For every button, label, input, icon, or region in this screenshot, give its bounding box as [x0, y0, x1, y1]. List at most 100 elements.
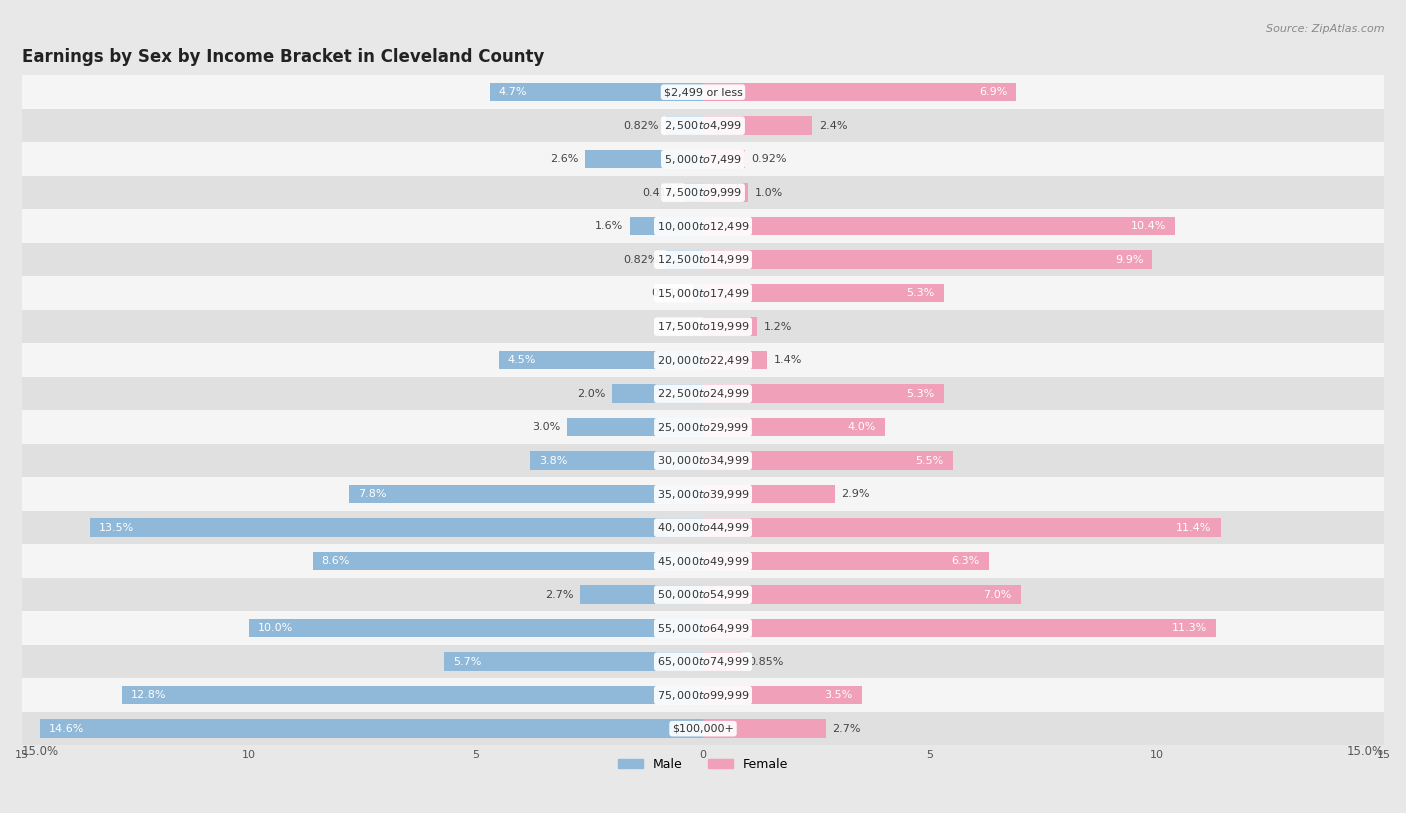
- Text: 0.82%: 0.82%: [623, 120, 659, 131]
- Text: 7.8%: 7.8%: [359, 489, 387, 499]
- Text: 5.3%: 5.3%: [907, 288, 935, 298]
- Text: 6.3%: 6.3%: [952, 556, 980, 566]
- Text: 2.7%: 2.7%: [546, 589, 574, 600]
- Text: $75,000 to $99,999: $75,000 to $99,999: [657, 689, 749, 702]
- Bar: [703, 519, 1220, 537]
- Bar: [630, 217, 703, 236]
- Text: 0.0%: 0.0%: [668, 322, 696, 332]
- Bar: [703, 385, 943, 403]
- Bar: [41, 720, 703, 738]
- Text: Earnings by Sex by Income Bracket in Cleveland County: Earnings by Sex by Income Bracket in Cle…: [22, 47, 544, 66]
- Bar: [122, 686, 703, 704]
- Text: 10.0%: 10.0%: [259, 624, 294, 633]
- Text: 4.0%: 4.0%: [848, 422, 876, 433]
- Text: 7.0%: 7.0%: [983, 589, 1012, 600]
- Bar: [703, 552, 988, 571]
- Text: $65,000 to $74,999: $65,000 to $74,999: [657, 655, 749, 668]
- Text: 4.5%: 4.5%: [508, 355, 536, 365]
- Bar: [22, 343, 1384, 377]
- Bar: [22, 477, 1384, 511]
- Bar: [703, 250, 1153, 269]
- Text: 8.6%: 8.6%: [322, 556, 350, 566]
- Text: 2.6%: 2.6%: [550, 154, 578, 164]
- Bar: [312, 552, 703, 571]
- Text: $2,499 or less: $2,499 or less: [664, 87, 742, 98]
- Bar: [666, 250, 703, 269]
- Bar: [22, 645, 1384, 678]
- Bar: [703, 585, 1021, 604]
- Bar: [567, 418, 703, 437]
- Bar: [22, 678, 1384, 712]
- Text: $15,000 to $17,499: $15,000 to $17,499: [657, 287, 749, 300]
- Bar: [22, 545, 1384, 578]
- Bar: [703, 653, 741, 671]
- Text: 0.92%: 0.92%: [752, 154, 787, 164]
- Bar: [612, 385, 703, 403]
- Bar: [349, 485, 703, 503]
- Bar: [22, 578, 1384, 611]
- Text: 4.7%: 4.7%: [499, 87, 527, 98]
- Text: 2.0%: 2.0%: [576, 389, 606, 398]
- Text: 5.7%: 5.7%: [453, 657, 482, 667]
- Text: 12.8%: 12.8%: [131, 690, 166, 700]
- Bar: [22, 210, 1384, 243]
- Bar: [22, 310, 1384, 343]
- Bar: [703, 116, 811, 135]
- Bar: [703, 217, 1175, 236]
- Text: $35,000 to $39,999: $35,000 to $39,999: [657, 488, 749, 501]
- Bar: [685, 184, 703, 202]
- Bar: [703, 351, 766, 369]
- Text: $20,000 to $22,499: $20,000 to $22,499: [657, 354, 749, 367]
- Text: 5.3%: 5.3%: [907, 389, 935, 398]
- Text: 0.85%: 0.85%: [748, 657, 783, 667]
- Bar: [703, 451, 953, 470]
- Text: 3.5%: 3.5%: [824, 690, 853, 700]
- Bar: [22, 611, 1384, 645]
- Text: $2,500 to $4,999: $2,500 to $4,999: [664, 120, 742, 133]
- Text: $45,000 to $49,999: $45,000 to $49,999: [657, 554, 749, 567]
- Text: $100,000+: $100,000+: [672, 724, 734, 733]
- Text: $22,500 to $24,999: $22,500 to $24,999: [657, 387, 749, 400]
- Bar: [22, 76, 1384, 109]
- Bar: [530, 451, 703, 470]
- Bar: [22, 444, 1384, 477]
- Text: 2.9%: 2.9%: [841, 489, 870, 499]
- Text: 1.6%: 1.6%: [595, 221, 623, 231]
- Bar: [581, 585, 703, 604]
- Text: 2.7%: 2.7%: [832, 724, 860, 733]
- Text: $7,500 to $9,999: $7,500 to $9,999: [664, 186, 742, 199]
- Text: $25,000 to $29,999: $25,000 to $29,999: [657, 420, 749, 433]
- Bar: [703, 83, 1017, 102]
- Text: 6.9%: 6.9%: [979, 87, 1007, 98]
- Text: 0.21%: 0.21%: [651, 288, 686, 298]
- Bar: [22, 411, 1384, 444]
- Text: 1.2%: 1.2%: [765, 322, 793, 332]
- Text: 1.4%: 1.4%: [773, 355, 801, 365]
- Text: 10.4%: 10.4%: [1130, 221, 1166, 231]
- Bar: [22, 377, 1384, 411]
- Text: 3.8%: 3.8%: [540, 455, 568, 466]
- Text: $10,000 to $12,499: $10,000 to $12,499: [657, 220, 749, 233]
- Text: Source: ZipAtlas.com: Source: ZipAtlas.com: [1267, 24, 1385, 34]
- Text: 15.0%: 15.0%: [22, 746, 59, 759]
- Bar: [22, 276, 1384, 310]
- Bar: [666, 116, 703, 135]
- Bar: [22, 109, 1384, 142]
- Bar: [444, 653, 703, 671]
- Text: 3.0%: 3.0%: [531, 422, 560, 433]
- Text: $12,500 to $14,999: $12,500 to $14,999: [657, 253, 749, 266]
- Bar: [703, 485, 835, 503]
- Legend: Male, Female: Male, Female: [613, 753, 793, 776]
- Text: 14.6%: 14.6%: [49, 724, 84, 733]
- Bar: [703, 686, 862, 704]
- Bar: [703, 619, 1216, 637]
- Text: $30,000 to $34,999: $30,000 to $34,999: [657, 454, 749, 467]
- Bar: [22, 712, 1384, 746]
- Text: 13.5%: 13.5%: [100, 523, 135, 533]
- Text: $5,000 to $7,499: $5,000 to $7,499: [664, 153, 742, 166]
- Bar: [703, 418, 884, 437]
- Bar: [703, 150, 745, 168]
- Bar: [703, 317, 758, 336]
- Bar: [489, 83, 703, 102]
- Bar: [22, 142, 1384, 176]
